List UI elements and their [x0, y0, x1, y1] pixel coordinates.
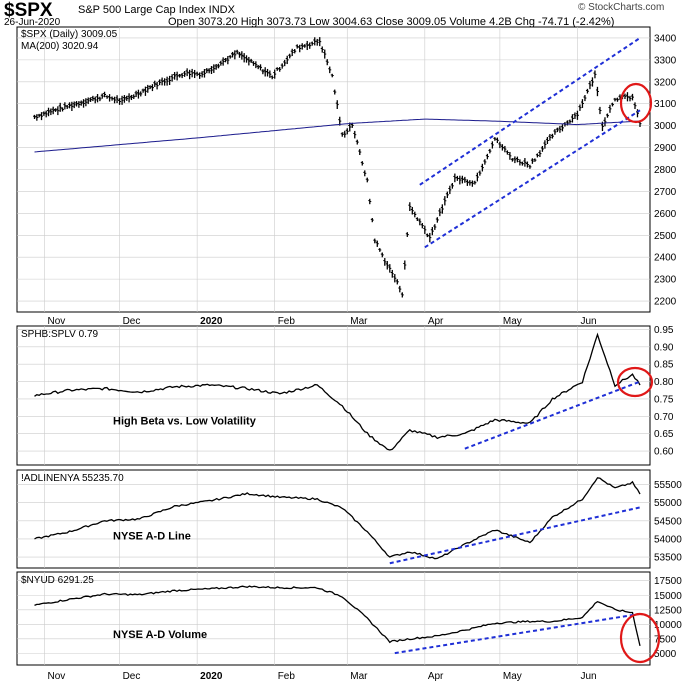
y-tick-label: 0.60: [654, 447, 674, 458]
y-tick-label: 3300: [654, 55, 677, 66]
y-tick-label: 55500: [654, 480, 682, 491]
y-tick-label: 0.80: [654, 377, 674, 388]
x-tick-label: Jun: [580, 671, 596, 682]
y-tick-label: 2900: [654, 143, 677, 154]
price-bars: [33, 37, 642, 298]
ma-200--line: [34, 118, 641, 153]
panel-label: !ADLINENYA 55235.70: [21, 473, 124, 484]
chart-date: 26-Jun-2020: [4, 17, 61, 28]
x-tick-label-top: Apr: [428, 316, 444, 327]
-nyud-line: [34, 585, 641, 647]
y-tick-label: 0.70: [654, 412, 674, 423]
panel-annotation: NYSE A-D Line: [113, 531, 191, 543]
trend-line-support: [394, 612, 641, 655]
series-label: $SPX (Daily) 3009.05: [21, 29, 118, 40]
ohlc-summary: Open 3073.20 High 3073.73 Low 3004.63 Cl…: [168, 16, 615, 28]
y-tick-label: 54500: [654, 516, 682, 527]
panel-label: $NYUD 6291.25: [21, 575, 94, 586]
x-tick-label-top: Feb: [278, 316, 296, 327]
y-tick-label: 55000: [654, 498, 682, 509]
trend-line-support: [464, 380, 641, 450]
x-tick-label-top: Nov: [48, 316, 66, 327]
y-tick-label: 2200: [654, 297, 677, 308]
x-tick-label-top: Mar: [350, 316, 368, 327]
x-tick-label: Nov: [48, 671, 66, 682]
x-tick-label-top: Jun: [580, 316, 596, 327]
y-tick-label: 17500: [654, 576, 682, 587]
panel-annotation: NYSE A-D Volume: [113, 629, 207, 641]
trend-line-upper-channel: [419, 37, 641, 186]
panel-border-adline: [16, 469, 651, 569]
highlight-circle: [619, 612, 661, 664]
x-tick-label: Feb: [278, 671, 296, 682]
y-tick-label: 54000: [654, 534, 682, 545]
x-tick-label-top: Dec: [123, 316, 141, 327]
x-tick-label: Apr: [428, 671, 444, 682]
y-tick-label: 12500: [654, 605, 682, 616]
-adlinenya-line: [34, 477, 641, 560]
ma-label: MA(200) 3020.94: [21, 41, 99, 52]
y-tick-label: 3000: [654, 121, 677, 132]
sphb-splv-line: [34, 332, 641, 451]
y-tick-label: 2500: [654, 231, 677, 242]
panel-label: SPHB:SPLV 0.79: [21, 329, 99, 340]
y-tick-label: 2300: [654, 275, 677, 286]
y-tick-label: 0.95: [654, 325, 674, 336]
y-tick-label: 53500: [654, 553, 682, 564]
y-tick-label: 7500: [654, 634, 677, 645]
y-tick-label: 2700: [654, 187, 677, 198]
x-tick-label: May: [503, 671, 522, 682]
y-tick-label: 3200: [654, 77, 677, 88]
y-tick-label: 3100: [654, 99, 677, 110]
y-tick-label: 0.75: [654, 394, 674, 405]
symbol-description: S&P 500 Large Cap Index INDX: [78, 4, 235, 16]
panel-border-advolume: [16, 571, 651, 666]
x-tick-label: 2020: [200, 671, 223, 682]
y-tick-label: 15000: [654, 591, 682, 602]
y-tick-label: 2600: [654, 209, 677, 220]
highlight-circle: [616, 366, 654, 398]
symbol-title: $SPX: [4, 0, 53, 21]
y-tick-label: 0.90: [654, 342, 674, 353]
brand-watermark: © StockCharts.com: [578, 2, 665, 13]
x-tick-label: Dec: [123, 671, 141, 682]
y-tick-label: 0.85: [654, 360, 674, 371]
y-tick-label: 2800: [654, 165, 677, 176]
highlight-circle: [619, 82, 653, 124]
trend-line-support: [389, 506, 641, 565]
y-tick-label: 10000: [654, 620, 682, 631]
y-tick-label: 0.65: [654, 429, 674, 440]
panel-border-ratio: [16, 325, 651, 466]
panel-annotation: High Beta vs. Low Volatility: [113, 416, 257, 428]
y-tick-label: 3400: [654, 33, 677, 44]
y-tick-label: 2400: [654, 253, 677, 264]
y-tick-label: 5000: [654, 649, 677, 660]
trend-line-lower-channel: [424, 109, 641, 249]
x-tick-label-top: 2020: [200, 316, 223, 327]
x-tick-label-top: May: [503, 316, 522, 327]
x-tick-label: Mar: [350, 671, 368, 682]
